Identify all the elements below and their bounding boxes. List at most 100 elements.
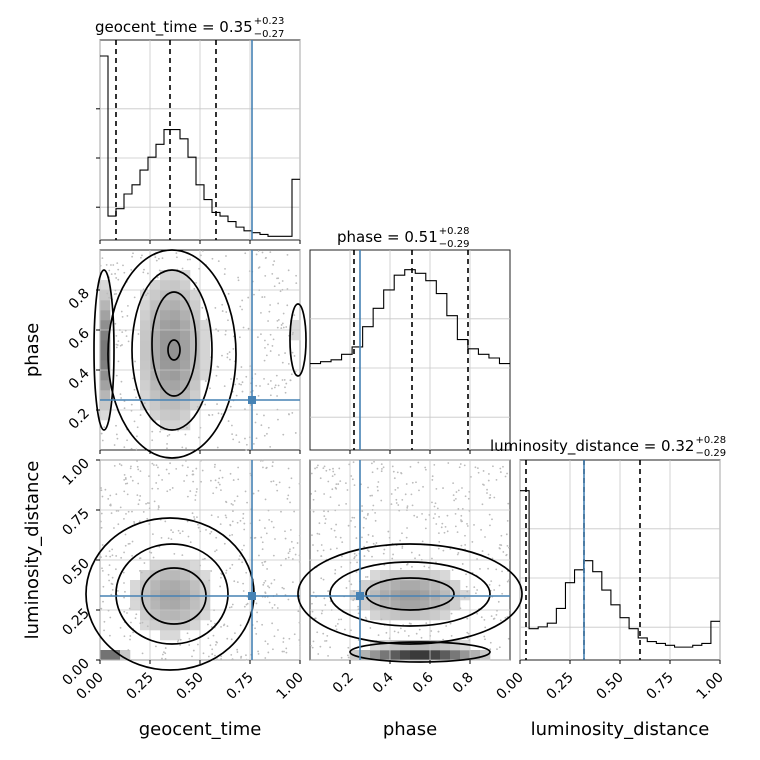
scatter-point [363, 555, 366, 557]
scatter-point [130, 621, 132, 624]
scatter-point [109, 616, 112, 619]
scatter-point [114, 272, 117, 275]
scatter-point [252, 492, 255, 495]
scatter-point [101, 257, 104, 260]
density-cell [170, 630, 181, 641]
scatter-point [155, 645, 157, 648]
scatter-point [146, 625, 149, 628]
scatter-point [425, 622, 428, 625]
scatter-point [266, 643, 269, 645]
xtick-label-luminosity_distance: 0.75 [643, 670, 676, 703]
scatter-point [461, 507, 464, 510]
scatter-point [208, 579, 211, 582]
scatter-point [124, 477, 127, 479]
scatter-point [236, 521, 239, 524]
scatter-point [219, 523, 222, 526]
density-cell [370, 650, 381, 661]
scatter-point [111, 576, 114, 579]
scatter-point [136, 426, 139, 429]
density-cell [440, 600, 451, 611]
scatter-point [335, 483, 338, 486]
scatter-point [285, 326, 288, 328]
scatter-point [415, 481, 417, 484]
scatter-point [173, 552, 176, 555]
scatter-point [262, 564, 264, 567]
scatter-point [328, 468, 331, 471]
density-cell [140, 380, 151, 391]
density-cell [420, 610, 431, 621]
scatter-point [325, 469, 328, 472]
scatter-point [316, 631, 319, 634]
scatter-point [320, 612, 323, 615]
density-cell [190, 380, 201, 391]
density-cell [180, 280, 191, 291]
scatter-point [405, 536, 408, 539]
density-cell [160, 410, 171, 421]
scatter-point [482, 470, 485, 472]
scatter-point [191, 470, 194, 472]
scatter-point [483, 619, 486, 621]
scatter-point [346, 489, 349, 491]
title-luminosity_distance: luminosity_distance = 0.32 [490, 437, 694, 456]
scatter-point [255, 437, 258, 440]
scatter-point [456, 531, 459, 534]
scatter-point [401, 498, 404, 501]
contour-0 [297, 543, 523, 645]
scatter-point [380, 463, 383, 466]
scatter-point [490, 615, 493, 618]
scatter-point [477, 471, 480, 474]
scatter-point [237, 466, 240, 469]
scatter-point [310, 472, 313, 475]
scatter-point [133, 420, 136, 423]
scatter-point [466, 617, 469, 620]
scatter-point [241, 308, 243, 311]
scatter-point [397, 504, 400, 506]
scatter-point [449, 622, 452, 625]
density-cell [400, 640, 411, 651]
density-cell [100, 390, 111, 401]
scatter-point [236, 581, 239, 584]
scatter-point [151, 487, 154, 490]
scatter-point [191, 512, 194, 515]
scatter-point [334, 572, 337, 575]
scatter-point [327, 480, 330, 483]
scatter-point [259, 385, 261, 387]
density-cell [170, 380, 181, 391]
scatter-point [177, 529, 180, 532]
scatter-point [329, 496, 332, 499]
density-cell [430, 640, 441, 651]
density-cell [100, 310, 111, 321]
scatter-point [293, 633, 296, 636]
scatter-point [210, 626, 213, 628]
scatter-point [238, 441, 241, 444]
scatter-point [329, 548, 332, 551]
scatter-point [165, 468, 168, 471]
scatter-point [473, 524, 475, 526]
scatter-point [130, 269, 133, 271]
scatter-point [484, 626, 487, 629]
density-cell [170, 600, 181, 611]
scatter-point [352, 599, 355, 602]
density-cell [160, 600, 171, 611]
density-cell [160, 390, 171, 401]
scatter-point [260, 333, 262, 336]
scatter-point [226, 356, 229, 359]
scatter-point [282, 641, 285, 643]
scatter-point [311, 602, 313, 605]
scatter-point [136, 435, 138, 438]
scatter-point [267, 383, 270, 386]
scatter-point [130, 465, 132, 468]
scatter-point [211, 653, 214, 655]
scatter-point [129, 475, 132, 478]
scatter-point [217, 260, 220, 263]
scatter-point [236, 377, 238, 380]
scatter-point [140, 256, 142, 259]
scatter-point [187, 535, 190, 538]
scatter-point [421, 512, 423, 515]
scatter-point [454, 497, 457, 500]
scatter-point [241, 548, 244, 551]
scatter-point [432, 517, 435, 520]
scatter-point [294, 553, 297, 556]
scatter-point [411, 481, 414, 484]
scatter-point [227, 319, 229, 322]
